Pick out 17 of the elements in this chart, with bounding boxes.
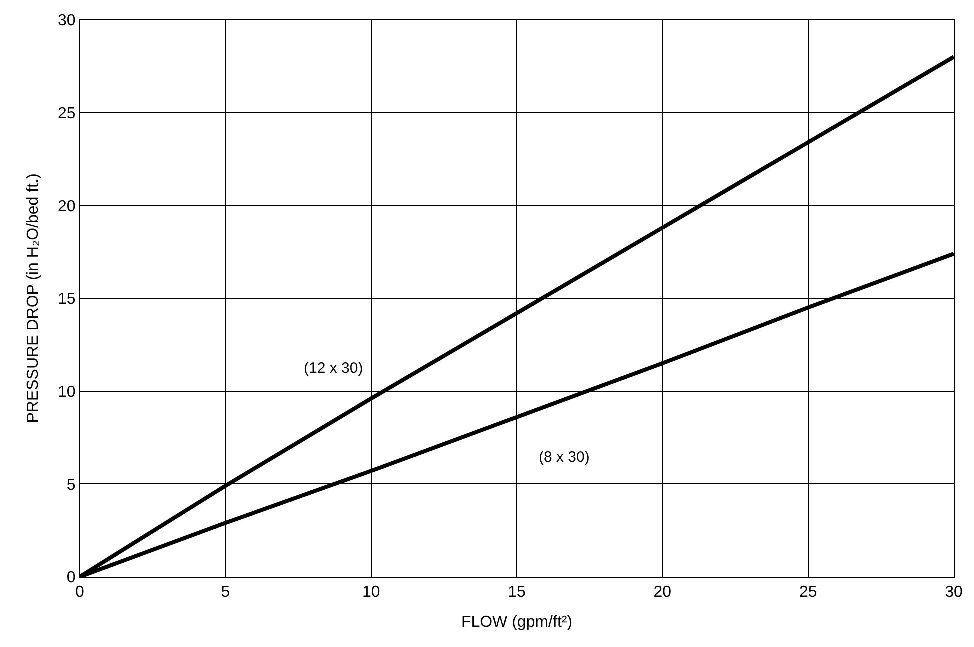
y-tick-label: 20 [58,198,76,216]
series-label: (12 x 30) [304,360,364,377]
x-tick-label: 30 [945,584,963,602]
x-tick-label: 15 [508,584,526,602]
y-tick-label: 5 [66,476,76,494]
text: (8 x 30) [539,449,590,466]
x-tick-label: 25 [799,584,818,602]
y-tick-label: 0 [66,570,76,587]
y-tick-label: 15 [58,291,76,308]
y-tick-label: 30 [58,12,76,30]
y-axis-title: PRESSURE DROP (in H₂O/bed ft.) [24,174,42,424]
x-tick-label: 20 [654,584,672,602]
y-tick-label: 25 [58,105,76,122]
x-tick-label: 5 [221,584,230,602]
y-tick-label: 10 [58,384,76,401]
x-axis-title: FLOW (gpm/ft²) [461,614,573,631]
x-tick-label: 10 [362,584,380,602]
